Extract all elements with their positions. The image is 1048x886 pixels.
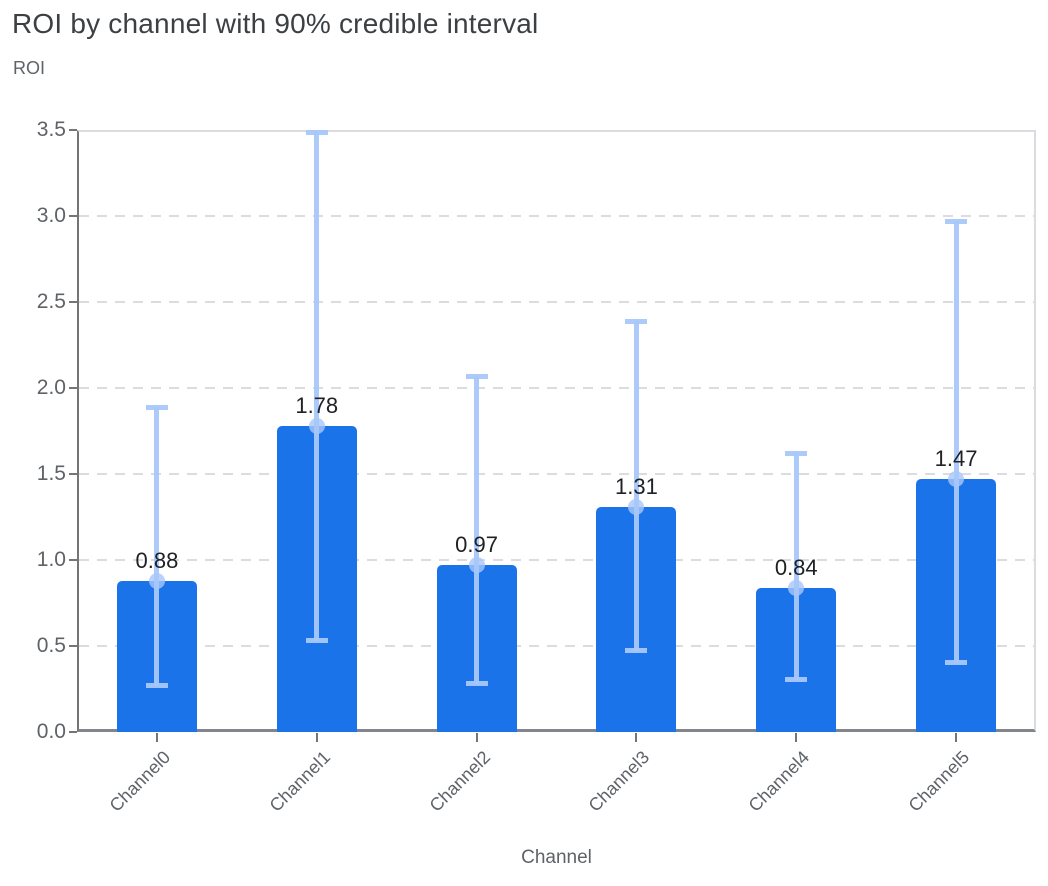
error-bar-cap-upper <box>625 318 648 324</box>
error-bar-cap-upper <box>305 129 328 135</box>
x-axis-tick-label: Channel0 <box>105 747 175 816</box>
gridline <box>79 473 1034 475</box>
gridline <box>79 559 1034 561</box>
error-bar-line <box>793 453 799 681</box>
bar-value-label: 1.47 <box>934 446 978 472</box>
plot-area <box>77 130 1036 732</box>
error-bar-cap-upper <box>465 373 488 379</box>
y-axis-tick <box>69 301 77 303</box>
bar-value-label: 1.31 <box>614 473 658 499</box>
point-estimate-marker <box>948 471 965 488</box>
error-bar-line <box>154 406 160 686</box>
x-axis-tick-label: Channel1 <box>265 747 334 816</box>
gridline <box>79 387 1034 389</box>
bar-value-label: 1.78 <box>295 392 339 418</box>
error-bar-cap-lower <box>145 682 168 688</box>
error-bar-cap-upper <box>945 219 968 225</box>
y-axis-tick-label: 0.0 <box>36 720 66 743</box>
error-bar-cap-upper <box>785 451 808 457</box>
y-axis-tick-label: 0.5 <box>36 634 66 657</box>
y-axis-tick <box>69 559 77 561</box>
error-bar-cap-lower <box>785 677 808 683</box>
x-axis-title: Channel <box>521 847 592 868</box>
y-axis-tick <box>69 731 77 733</box>
point-estimate-marker <box>148 572 165 589</box>
y-axis-tick <box>69 129 77 131</box>
error-bar-cap-lower <box>945 660 968 666</box>
gridline <box>79 301 1034 303</box>
bar-value-label: 0.97 <box>455 532 498 558</box>
x-axis-tick-label: Channel2 <box>425 747 494 816</box>
error-bar-cap-lower <box>305 637 328 643</box>
y-axis-title: ROI <box>13 58 46 78</box>
x-axis-tick <box>475 733 478 742</box>
bar-value-label: 0.88 <box>135 547 179 573</box>
error-bar-line <box>314 131 320 641</box>
y-axis-tick <box>69 215 77 217</box>
gridline <box>79 645 1034 647</box>
error-bar-line <box>474 375 480 684</box>
x-axis-tick <box>315 733 318 742</box>
y-axis-tick <box>69 473 77 475</box>
y-axis-tick-label: 1.5 <box>36 462 66 485</box>
point-estimate-marker <box>628 498 645 515</box>
y-axis-tick-label: 2.5 <box>36 290 66 313</box>
x-axis-tick <box>955 733 958 742</box>
chart-title: ROI by channel with 90% credible interva… <box>12 8 539 39</box>
x-axis-tick <box>635 733 638 742</box>
x-axis-tick-label: Channel4 <box>744 747 814 816</box>
point-estimate-marker <box>788 579 805 596</box>
error-bar-cap-lower <box>625 648 648 654</box>
error-bar-line <box>633 320 639 652</box>
bar-value-label: 0.84 <box>774 554 818 580</box>
y-axis-tick-label: 3.0 <box>36 204 66 227</box>
y-axis-tick <box>69 387 77 389</box>
y-axis-tick-label: 1.0 <box>36 548 66 571</box>
x-axis-tick-label: Channel5 <box>904 747 974 816</box>
x-axis-tick <box>155 733 158 742</box>
error-bar-line <box>953 221 959 664</box>
y-axis-tick-label: 2.0 <box>36 376 66 399</box>
error-bar-cap-lower <box>465 680 488 686</box>
gridline <box>79 215 1034 217</box>
point-estimate-marker <box>468 557 485 574</box>
y-axis-tick-label: 3.5 <box>36 118 66 141</box>
x-axis-tick <box>795 733 798 742</box>
point-estimate-marker <box>308 417 325 434</box>
x-axis-tick-label: Channel3 <box>584 747 654 816</box>
y-axis-tick <box>69 645 77 647</box>
error-bar-cap-upper <box>145 404 168 410</box>
